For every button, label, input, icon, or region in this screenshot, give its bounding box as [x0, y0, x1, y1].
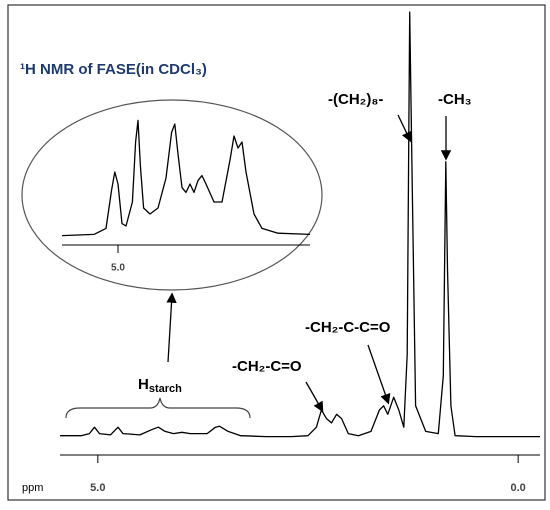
annotation: -CH₂-C=O [232, 358, 302, 375]
annotation: -(CH₂)₈- [328, 91, 383, 108]
brace [65, 397, 251, 419]
annotation: -CH₂-C-C=O [305, 319, 391, 336]
spectrum-line [60, 11, 540, 438]
label-sub: starch [149, 383, 182, 395]
inset-ellipse [21, 99, 323, 291]
frame [7, 4, 546, 501]
annotation: -CH₃ [438, 91, 472, 108]
annotation: Hstarch [138, 376, 182, 395]
x-tick-label: 0.0 [510, 482, 525, 494]
x-axis-label: ppm [22, 482, 43, 494]
label-main: H [138, 376, 149, 393]
x-tick-label: 5.0 [111, 263, 125, 274]
spectrum-line [61, 119, 311, 237]
chart-title: ¹H NMR of FASE(in CDCl₃) [20, 61, 207, 78]
arrows [166, 114, 452, 413]
x-tick-label: 5.0 [90, 482, 105, 494]
